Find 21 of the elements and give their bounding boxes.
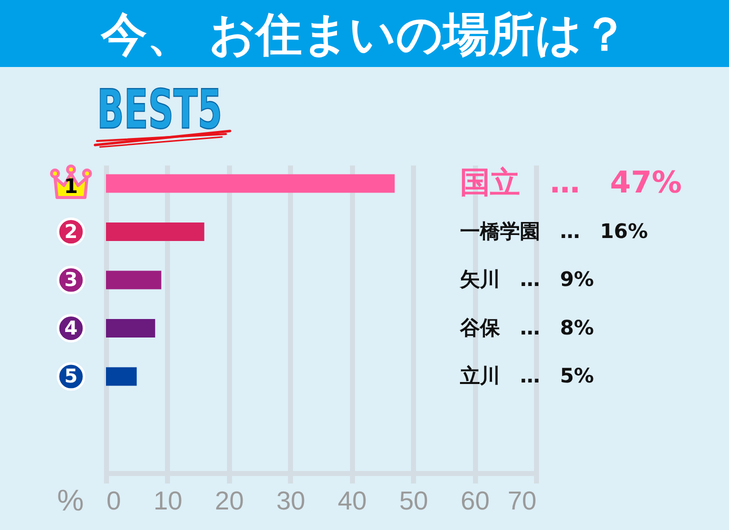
x-tick-label: 50: [399, 486, 428, 516]
x-tick-label: 60: [460, 486, 490, 516]
category-label: 一橋学園 … 16%: [460, 218, 648, 243]
text: 4: [64, 317, 78, 340]
category-label: 矢川 … 9%: [460, 267, 594, 292]
chart-subtitle: BEST5: [97, 78, 222, 142]
x-axis-title: %: [57, 484, 84, 518]
x-tick-label: 30: [276, 486, 306, 516]
category-label: 谷保 … 8%: [460, 315, 594, 340]
text: 1: [64, 174, 78, 198]
text: 2: [64, 220, 78, 243]
x-tick-label: 40: [338, 486, 367, 516]
text: 3: [64, 269, 78, 292]
text: 5: [64, 366, 78, 388]
category-label: 立川 … 5%: [460, 364, 594, 388]
x-tick-label: 10: [153, 486, 182, 516]
x-tick-label: 70: [508, 486, 536, 516]
category-label: 国立 … 47%: [460, 166, 682, 201]
chart-title: 今、 お住まいの場所は？: [100, 7, 628, 61]
x-tick-label: 0: [106, 486, 121, 516]
x-tick-label: 20: [214, 486, 244, 516]
